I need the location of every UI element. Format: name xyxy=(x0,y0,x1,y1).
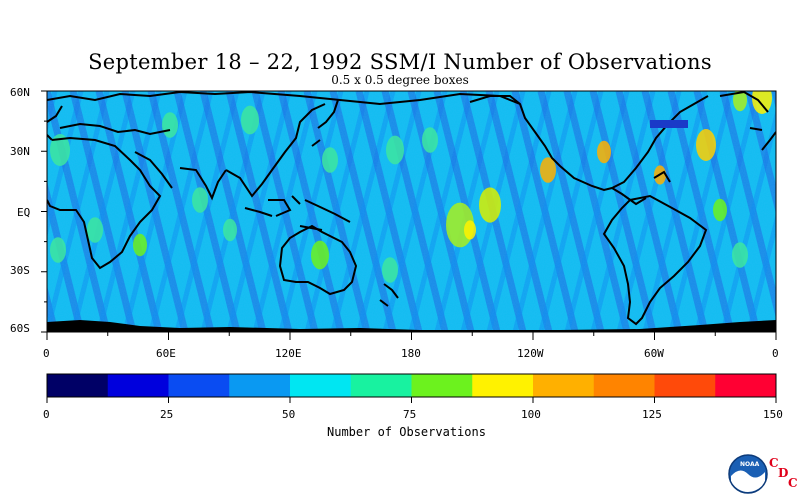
lat-label-60n: 60N xyxy=(10,86,30,99)
lat-label-eq: EQ xyxy=(17,206,31,219)
colorbar-tick-125: 125 xyxy=(642,408,662,421)
colorbar-tick-25: 25 xyxy=(160,408,174,421)
cdc-letter-d: D xyxy=(778,466,789,480)
colorbar-swatch xyxy=(593,374,655,397)
hotspot xyxy=(162,112,178,138)
hotspot xyxy=(322,147,338,173)
map-subtitle: 0.5 x 0.5 degree boxes xyxy=(331,73,469,87)
lon-label-0-east: 0 xyxy=(772,347,779,360)
antarctica-coastline xyxy=(47,320,776,332)
hotspot xyxy=(733,91,747,112)
hotspot xyxy=(192,187,208,213)
colorbar-swatch xyxy=(411,374,473,397)
hotspot xyxy=(479,187,501,223)
colorbar-tick-75: 75 xyxy=(403,408,417,421)
colorbar-label: Number of Observations xyxy=(327,425,486,439)
hotspot xyxy=(223,218,237,242)
hotspot xyxy=(133,233,147,257)
hotspot xyxy=(50,134,70,166)
observation-field xyxy=(47,91,776,332)
colorbar-swatch xyxy=(472,374,534,397)
colorbar-tick-150: 150 xyxy=(763,408,783,421)
hotspot xyxy=(386,135,404,165)
noaa-logo xyxy=(728,454,768,494)
hotspot xyxy=(241,105,259,135)
colorbar-ticks xyxy=(46,397,777,403)
colorbar-swatch xyxy=(533,374,595,397)
colorbar-swatch xyxy=(107,374,169,397)
hotspot xyxy=(382,257,398,283)
colorbar-swatch xyxy=(654,374,716,397)
colorbar-tick-0: 0 xyxy=(43,408,50,421)
colorbar-swatch xyxy=(290,374,352,397)
colorbar xyxy=(47,374,777,397)
hotspots xyxy=(50,91,772,283)
hotspot xyxy=(50,237,66,263)
hotspot xyxy=(752,91,772,114)
lon-label-180: 180 xyxy=(401,347,421,360)
colorbar-swatch xyxy=(229,374,291,397)
hotspot xyxy=(713,198,727,222)
colorbar-swatch xyxy=(350,374,412,397)
hotspot xyxy=(732,242,748,268)
coastlines xyxy=(47,91,776,326)
lat-label-60s: 60S xyxy=(10,322,30,335)
colorbar-tick-50: 50 xyxy=(282,408,296,421)
hotspot xyxy=(422,127,438,153)
lon-label-120w: 120W xyxy=(517,347,544,360)
lat-label-30n: 30N xyxy=(10,145,30,158)
lat-label-30s: 30S xyxy=(10,264,30,277)
colorbar-swatch xyxy=(715,374,777,397)
noaa-logo-text: NOAA xyxy=(740,461,760,468)
map-title: September 18 – 22, 1992 SSM/I Number of … xyxy=(88,50,712,74)
lon-label-0-west: 0 xyxy=(43,347,50,360)
hotspot xyxy=(87,217,103,243)
cdc-letter-c1: C xyxy=(769,456,779,470)
axis-ticks xyxy=(41,90,777,340)
hotspot xyxy=(311,240,329,270)
hotspot xyxy=(696,129,716,161)
colorbar-tick-100: 100 xyxy=(521,408,541,421)
hotspot xyxy=(597,140,611,164)
colorbar-swatch xyxy=(168,374,230,397)
hotspot xyxy=(540,157,556,183)
lon-label-60e: 60E xyxy=(156,347,176,360)
lon-label-60w: 60W xyxy=(644,347,664,360)
cdc-letter-c2: C xyxy=(788,476,798,490)
lon-label-120e: 120E xyxy=(275,347,302,360)
hotspot xyxy=(464,220,476,240)
colorbar-swatch xyxy=(47,374,109,397)
